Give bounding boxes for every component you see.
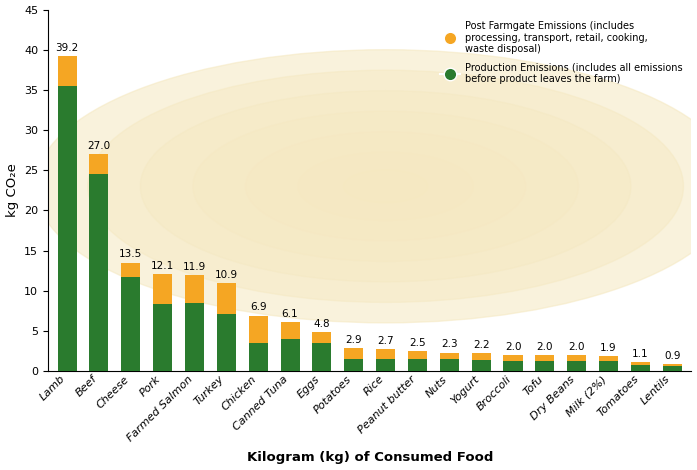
Bar <box>503 355 523 360</box>
Bar <box>567 355 586 360</box>
Bar <box>503 360 523 371</box>
Bar <box>153 274 172 305</box>
Text: 2.0: 2.0 <box>537 342 553 352</box>
Text: 10.9: 10.9 <box>215 270 238 280</box>
Bar <box>312 343 332 371</box>
Bar <box>153 305 172 371</box>
Bar <box>472 360 491 371</box>
Text: 11.9: 11.9 <box>183 262 206 272</box>
Bar <box>440 359 459 371</box>
Bar <box>663 364 682 366</box>
Bar <box>408 351 427 359</box>
Bar <box>121 277 140 371</box>
Text: 39.2: 39.2 <box>56 43 79 53</box>
Text: 2.0: 2.0 <box>505 342 521 352</box>
Ellipse shape <box>245 132 526 241</box>
Bar <box>472 353 491 360</box>
Bar <box>344 359 363 371</box>
Bar <box>567 360 586 371</box>
Text: 1.9: 1.9 <box>600 343 617 352</box>
Text: 0.9: 0.9 <box>664 351 680 360</box>
Text: 13.5: 13.5 <box>119 250 142 259</box>
Bar <box>89 174 109 371</box>
Ellipse shape <box>193 111 579 261</box>
Bar <box>89 154 109 174</box>
Bar <box>217 314 236 371</box>
Text: 2.5: 2.5 <box>409 338 426 348</box>
Bar <box>599 356 618 361</box>
Y-axis label: kg CO₂e: kg CO₂e <box>6 164 19 217</box>
Text: 2.2: 2.2 <box>473 340 489 350</box>
Bar <box>408 359 427 371</box>
Bar <box>535 355 555 360</box>
Ellipse shape <box>88 70 684 302</box>
Bar <box>185 303 204 371</box>
Text: 4.8: 4.8 <box>314 319 330 329</box>
Bar <box>663 366 682 371</box>
Bar <box>599 361 618 371</box>
Ellipse shape <box>298 152 473 220</box>
Bar <box>631 365 650 371</box>
Ellipse shape <box>140 91 631 282</box>
Bar <box>58 86 77 371</box>
Bar <box>344 348 363 359</box>
Bar <box>631 362 650 365</box>
Bar <box>217 283 236 314</box>
Text: 6.9: 6.9 <box>250 302 266 313</box>
Text: 6.1: 6.1 <box>282 309 298 319</box>
Bar <box>121 263 140 277</box>
Text: 27.0: 27.0 <box>87 141 111 151</box>
Bar <box>249 343 268 371</box>
Bar <box>440 352 459 359</box>
Text: 2.7: 2.7 <box>377 336 394 346</box>
Text: 2.9: 2.9 <box>346 335 362 345</box>
Ellipse shape <box>344 170 428 203</box>
Bar <box>280 339 300 371</box>
Bar <box>249 316 268 343</box>
Legend: Post Farmgate Emissions (includes
processing, transport, retail, cooking,
waste : Post Farmgate Emissions (includes proces… <box>438 18 685 87</box>
Ellipse shape <box>36 50 697 323</box>
Text: 1.1: 1.1 <box>632 349 649 359</box>
Bar <box>280 322 300 339</box>
Text: 2.3: 2.3 <box>441 339 458 349</box>
X-axis label: Kilogram (kg) of Consumed Food: Kilogram (kg) of Consumed Food <box>247 452 493 464</box>
Bar <box>185 275 204 303</box>
Bar <box>58 56 77 86</box>
Bar <box>312 332 332 343</box>
Bar <box>535 360 555 371</box>
Text: 2.0: 2.0 <box>569 342 585 352</box>
Bar <box>376 359 395 371</box>
Bar <box>376 349 395 359</box>
Text: 12.1: 12.1 <box>151 261 174 271</box>
